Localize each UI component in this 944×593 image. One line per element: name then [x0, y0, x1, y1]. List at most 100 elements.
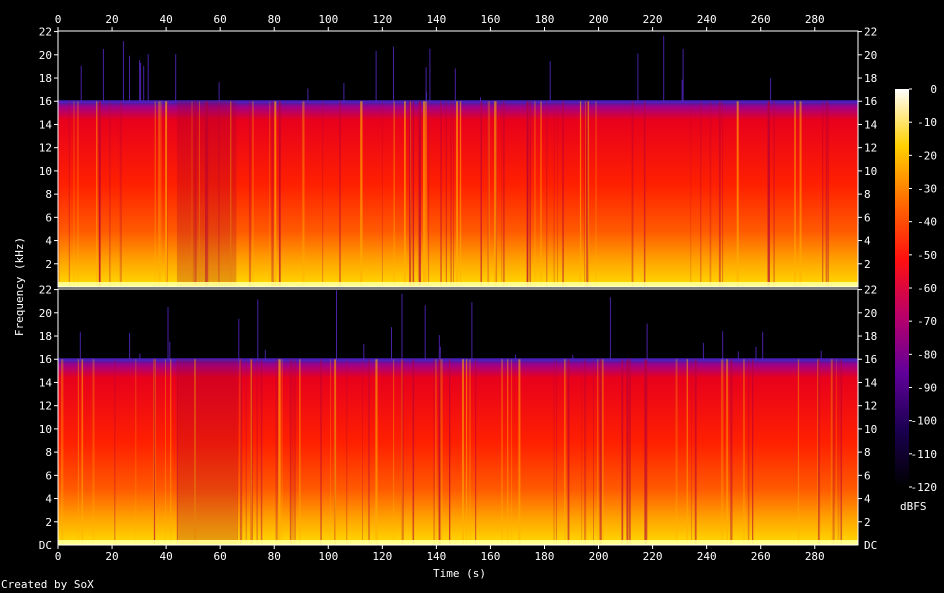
low-freq-band — [58, 282, 858, 287]
spectral-streak — [564, 359, 565, 545]
y-tick-label: 10 — [39, 165, 52, 178]
x-tick-label: 240 — [697, 13, 717, 26]
spectral-streak — [581, 359, 583, 545]
spectral-streak — [597, 359, 599, 545]
colorbar — [895, 89, 909, 487]
spectral-streak — [158, 101, 161, 288]
spectral-streak — [529, 101, 531, 288]
y-tick-label: 14 — [39, 118, 53, 131]
spectral-streak — [830, 359, 833, 545]
spectral-streak — [58, 101, 60, 288]
spectral-streak — [645, 359, 648, 545]
spectral-streak — [119, 101, 122, 288]
spectral-streak — [585, 101, 586, 288]
x-tick-label: 80 — [268, 550, 281, 563]
spectral-streak — [817, 359, 819, 545]
panel-frame — [57, 288, 859, 546]
cutoff-band — [58, 358, 858, 362]
y-tick-label: 18 — [39, 72, 52, 85]
y-tick-label: 18 — [864, 330, 877, 343]
spectral-streak — [61, 359, 64, 545]
spectral-streak — [599, 359, 602, 545]
y-tick-label: 22 — [864, 26, 877, 39]
spectral-streak — [292, 359, 294, 545]
x-tick-label: 120 — [372, 550, 392, 563]
spectral-streak — [794, 101, 796, 288]
spectral-streak — [320, 359, 322, 545]
y-tick-label: 20 — [864, 307, 877, 320]
x-tick-label: 100 — [318, 13, 338, 26]
spectral-streak — [346, 359, 348, 545]
x-tick-label: 20 — [105, 13, 118, 26]
spectral-streak — [553, 359, 555, 545]
x-tick-label: 140 — [426, 13, 446, 26]
spectral-streak — [440, 101, 442, 288]
spectral-streak — [675, 359, 678, 545]
spectral-streak — [767, 101, 770, 288]
spectral-streak — [628, 359, 631, 545]
y-tick-label: 14 — [39, 376, 53, 389]
spectral-streak — [722, 101, 724, 288]
spectral-streak — [362, 359, 363, 545]
spectral-streak — [73, 101, 75, 288]
spectral-streak — [595, 101, 597, 288]
colorbar-tick-label: -100 — [911, 415, 938, 428]
spectral-streak — [245, 359, 247, 545]
spectral-streak — [456, 101, 458, 288]
spectral-streak — [511, 359, 513, 545]
spectral-streak — [289, 359, 292, 545]
y-tick-label: 4 — [45, 493, 52, 506]
spectral-streak — [404, 101, 406, 288]
x-tick-label: 220 — [643, 550, 663, 563]
y-tick-label: 6 — [45, 469, 52, 482]
colorbar-tick-label: -110 — [911, 448, 938, 461]
spectral-streak — [409, 101, 411, 288]
spectral-streak — [334, 359, 337, 545]
spectral-streak — [417, 101, 421, 288]
spectral-streak — [643, 101, 646, 288]
spectral-streak — [487, 101, 489, 288]
spectral-streak — [567, 359, 570, 545]
spectral-streak — [281, 359, 283, 545]
spectral-streak — [546, 101, 548, 288]
spectral-streak — [165, 101, 168, 288]
spectral-streak — [419, 101, 421, 288]
y-tick-label: 16 — [864, 95, 877, 108]
spectral-streak — [480, 101, 482, 288]
spectral-streak — [279, 101, 281, 288]
spectral-streak — [218, 101, 220, 288]
spectral-streak — [487, 101, 490, 288]
spectral-streak — [445, 101, 447, 288]
y-tick-label: 10 — [39, 423, 52, 436]
spectral-streak — [837, 359, 839, 545]
x-tick-label: 60 — [214, 550, 227, 563]
spectral-streak — [621, 359, 624, 545]
spectral-streak — [526, 101, 528, 288]
spectral-streak — [540, 101, 542, 288]
x-tick-label: 220 — [643, 13, 663, 26]
panel-frame — [57, 30, 859, 288]
colorbar-tick-label: -120 — [911, 481, 938, 494]
spectral-streak — [462, 359, 464, 545]
y-tick-label: 20 — [864, 49, 877, 62]
x-tick-label: 280 — [805, 13, 825, 26]
spectral-streak — [260, 359, 263, 545]
x-tick-label: 260 — [751, 550, 771, 563]
y-tick-label: 2 — [45, 258, 52, 271]
spectral-streak — [191, 101, 193, 288]
colorbar-tick-label: -30 — [917, 183, 937, 196]
spectral-streak — [393, 359, 395, 545]
y-tick-label: 22 — [39, 26, 52, 39]
credit-text: Created by SoX — [1, 578, 94, 591]
y-tick-label: 2 — [45, 516, 52, 529]
colorbar-tick-label: -20 — [917, 149, 937, 162]
spectral-streak — [799, 101, 802, 288]
spectral-streak — [584, 359, 587, 545]
spectral-streak — [192, 101, 194, 288]
spectral-streak — [248, 101, 252, 288]
spectral-streak — [423, 101, 426, 288]
spectral-streak — [96, 101, 98, 288]
spectral-streak — [199, 101, 200, 288]
spectral-streak — [726, 359, 729, 545]
